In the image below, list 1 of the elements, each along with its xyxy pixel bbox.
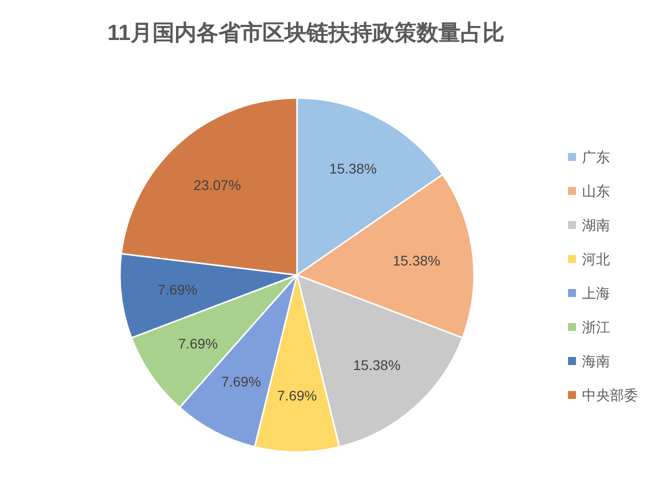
- title: 11月国内各省市区块链扶持政策数量占比: [107, 20, 505, 45]
